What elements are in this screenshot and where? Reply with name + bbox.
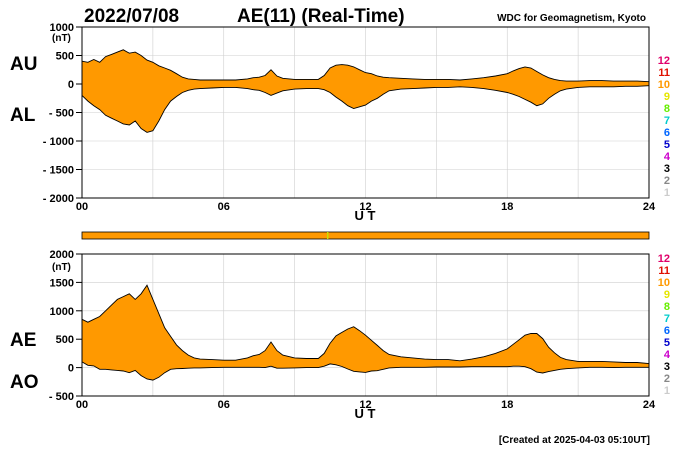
top-panel-y-ticks: 1000 500 0 - 500 - 1000 - 1500 - 2000 [43,22,82,205]
y-tick-label: 1000 [50,22,74,34]
x-tick-label: 06 [218,399,230,411]
y-tick-label: - 1500 [43,165,74,177]
station-level-3: 3 [664,163,670,175]
au-series-label: AU [10,54,37,75]
y-tick-label: 1500 [50,277,74,289]
top-panel-x-axis-title: U T [355,208,376,223]
y-tick-label: - 2000 [43,193,74,205]
station-level-7: 7 [664,115,670,127]
chart-title: AE(11) (Real-Time) [237,6,405,27]
station-level-12: 12 [658,55,670,67]
x-tick-label: 00 [76,201,88,213]
series-band [82,285,649,381]
station-level-8: 8 [664,301,670,313]
source-label: WDC for Geomagnetism, Kyoto [497,13,646,24]
x-tick-label: 00 [76,399,88,411]
top-panel-unit: (nT) [52,33,71,44]
x-tick-label: 12 [359,399,371,411]
series-band [82,49,649,133]
series-line-al [81,85,650,133]
y-tick-label: 1000 [50,306,74,318]
station-level-1: 1 [664,385,670,397]
station-level-2: 2 [664,175,670,187]
y-tick-label: 0 [68,363,74,375]
station-level-4: 4 [664,151,671,163]
x-tick-label: 12 [359,201,371,213]
station-level-4: 4 [664,349,671,361]
date-title: 2022/07/08 [84,6,179,27]
y-tick-label: 2000 [50,249,74,261]
bottom-panel-y-ticks: 2000 1500 1000 500 0 - 500 [49,249,82,403]
bottom-panel-x-axis-title: U T [355,406,376,421]
station-level-10: 10 [658,79,670,91]
station-level-9: 9 [664,289,670,301]
station-level-5: 5 [664,139,670,151]
y-tick-label: 500 [56,334,74,346]
station-level-12: 12 [658,253,670,265]
x-tick-label: 24 [643,399,656,411]
x-tick-label: 18 [501,201,513,213]
station-level-10: 10 [658,277,670,289]
station-level-11: 11 [658,67,670,79]
x-tick-label: 18 [501,399,513,411]
x-tick-label: 24 [643,201,656,213]
top-panel-frame [81,26,650,199]
ao-series-label: AO [10,372,39,393]
bottom-panel-x-ticks: 00 06 12 18 24 [76,399,656,411]
station-level-8: 8 [664,103,670,115]
station-level-6: 6 [664,127,670,139]
bottom-panel-grid [82,254,649,396]
station-level-3: 3 [664,361,670,373]
top-panel-area [81,49,650,133]
y-tick-label: - 500 [49,391,74,403]
top-panel-grid [82,27,649,198]
top-panel-x-ticks: 00 06 12 18 24 [76,201,656,213]
station-status-bar [81,231,650,240]
bottom-panel-area [81,284,650,381]
series-line-ao [81,361,649,381]
station-level-11: 11 [658,265,670,277]
y-tick-label: - 1000 [43,136,74,148]
station-level-2: 2 [664,373,670,385]
bottom-panel-unit: (nT) [52,262,71,273]
status-bar-fill [81,231,650,240]
x-tick-label: 06 [218,201,230,213]
ae-series-label: AE [10,330,36,351]
al-series-label: AL [10,105,36,126]
series-line-au [81,49,650,83]
y-tick-label: - 500 [49,108,74,120]
station-level-6: 6 [664,325,670,337]
station-level-9: 9 [664,91,670,103]
bottom-panel-frame [81,253,650,397]
created-timestamp: [Created at 2025-04-03 05:10UT] [499,435,650,446]
y-tick-label: 0 [68,79,74,91]
station-level-7: 7 [664,313,670,325]
y-tick-label: 500 [56,51,74,63]
series-line-ae [81,284,650,365]
station-level-1: 1 [664,187,670,199]
station-level-5: 5 [664,337,670,349]
